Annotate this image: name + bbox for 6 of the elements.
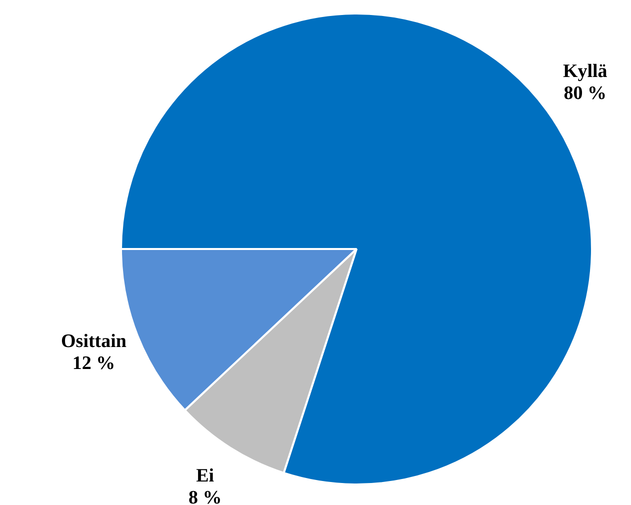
slice-label: Ei <box>196 466 214 487</box>
data-label: 80 % <box>564 82 607 104</box>
slice-label: Kyllä <box>562 60 608 82</box>
data-label: 12 % <box>72 352 116 374</box>
slice-label: Osittain <box>61 330 127 352</box>
data-label: 8 % <box>188 488 222 505</box>
